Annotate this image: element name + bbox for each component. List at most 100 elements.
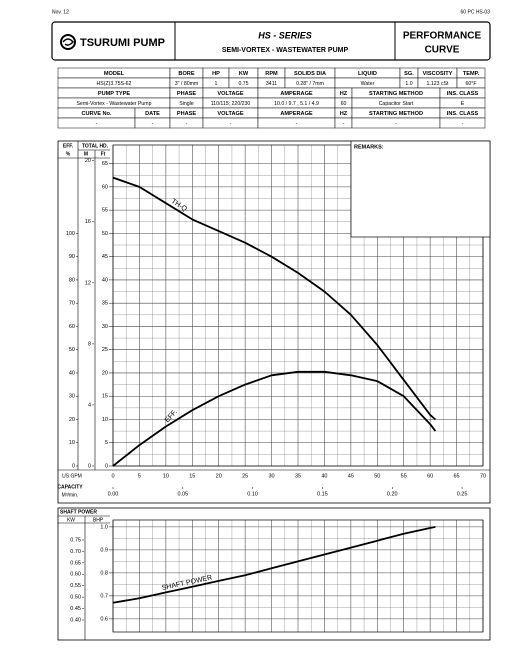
spec-header: INS. CLASS: [447, 91, 479, 97]
spec-value: Semi-Vortex - Wastewater Pump: [76, 101, 151, 107]
y-tick-label: 0.6: [100, 616, 108, 622]
y3-tick-label: 0: [72, 463, 75, 469]
spec-header: VISCOSITY: [423, 71, 453, 77]
spec-header: SG.: [404, 71, 414, 77]
x-tick-label: 55: [401, 473, 407, 479]
spec-value: -: [343, 121, 345, 127]
y2-tick-label: 20: [85, 158, 91, 164]
spec-cell: [439, 117, 486, 129]
y2-tick-label: 4: [88, 402, 91, 408]
spec-value: Water: [361, 81, 375, 87]
x-tick-label: 70: [480, 473, 486, 479]
spec-value: -: [230, 121, 232, 127]
y-tick-label: 10: [102, 417, 108, 423]
spec-value: E: [461, 101, 465, 107]
y2-tick-label: 0.55: [70, 583, 81, 589]
spec-header: BORE: [178, 71, 194, 77]
spec-value: 0.75: [238, 81, 248, 87]
subtitle: SEMI-VORTEX - WASTEWATER PUMP: [222, 47, 349, 54]
eff-unit: %: [66, 151, 71, 157]
y3-tick-label: 80: [69, 277, 75, 283]
y-tick-label: 1.0: [100, 524, 108, 530]
bhp-unit: BHP: [93, 517, 104, 523]
power-title: SHAFT POWER: [60, 509, 97, 515]
y-tick-label: 5: [105, 440, 108, 446]
spec-header: PHASE: [177, 111, 197, 117]
spec-value: 60°F: [465, 81, 476, 87]
ft-unit: Ft: [101, 151, 106, 157]
y2-tick-label: 0.65: [70, 560, 81, 566]
y2-tick-label: 0.50: [70, 595, 81, 601]
y-tick-label: 25: [102, 347, 108, 353]
spec-value: 0.28" / 7mm: [296, 81, 324, 87]
remarks-label: REMARKS:: [354, 144, 384, 150]
spec-header: RPM: [265, 71, 278, 77]
x-tick-label: 25: [242, 473, 248, 479]
plot-frame: [112, 144, 484, 467]
x-tick-label: 10: [163, 473, 169, 479]
spec-header: PUMP TYPE: [98, 91, 130, 97]
spec-value: -: [462, 121, 464, 127]
y-tick-label: 65: [102, 161, 108, 167]
spec-header: AMPERAGE: [280, 91, 313, 97]
y2-tick-label: 0.70: [70, 549, 81, 555]
spec-value: Single: [179, 101, 194, 107]
y-tick-label: 15: [102, 394, 108, 400]
y-tick-label: 0.7: [100, 593, 108, 599]
spec-value: 1.0: [405, 81, 412, 87]
spec-header: HP: [212, 71, 220, 77]
remarks-box: [350, 140, 491, 238]
spec-table: MODEL BORE HP KW RPM SOLIDS DIA LIQUID SG. VISCO…: [57, 67, 486, 129]
spec-header: KW: [239, 71, 249, 77]
y2-tick-label: 12: [85, 280, 91, 286]
date: Nov. 12: [52, 9, 69, 15]
x2-tick-label: 0.20: [387, 491, 398, 497]
series-title: HS - SERIES: [258, 30, 312, 40]
spec-header: DATE: [145, 111, 160, 117]
header-box: [51, 21, 491, 61]
x-tick-label: 40: [321, 473, 327, 479]
x2-unit: M³/min.: [62, 492, 79, 498]
y-tick-label: 50: [102, 231, 108, 237]
doc-title: CURVE: [425, 45, 460, 56]
y3-tick-label: 90: [69, 254, 75, 260]
x-tick-label: 35: [295, 473, 301, 479]
m-unit: M: [84, 151, 88, 157]
curve: [112, 176, 436, 421]
y-tick-label: 35: [102, 301, 108, 307]
y2-tick-label: 0.45: [70, 606, 81, 612]
y-tick-label: 0.8: [100, 570, 108, 576]
logo-swirl: [62, 38, 74, 46]
y-tick-label: 40: [102, 277, 108, 283]
eff-label: EFF.: [63, 143, 74, 149]
x-tick-label: 45: [348, 473, 354, 479]
curve: [112, 526, 436, 604]
spec-value: 3411: [266, 81, 277, 87]
spec-header: HZ: [340, 91, 348, 97]
x-tick-label: 30: [269, 473, 275, 479]
curve-label: EFF.: [164, 409, 179, 424]
y2-tick-label: 0: [88, 463, 91, 469]
logo: [60, 34, 76, 50]
spec-header: VOLTAGE: [217, 91, 243, 97]
curve-box: [57, 140, 491, 504]
y-tick-label: 45: [102, 254, 108, 260]
y2-tick-label: 0.40: [70, 617, 81, 623]
spec-value: 1: [215, 81, 218, 87]
spec-value: -: [395, 121, 397, 127]
spec-value: 3" / 80mm: [175, 81, 198, 87]
x-tick-label: 60: [427, 473, 433, 479]
spec-header: SOLIDS DIA: [294, 71, 326, 77]
spec-header: PHASE: [177, 91, 197, 97]
doc-title: PERFORMANCE: [403, 31, 482, 42]
x2-label: CAPACITY: [57, 484, 83, 490]
spec-header: CURVE No.: [81, 111, 111, 117]
curve: [112, 370, 437, 467]
y3-tick-label: 10: [69, 440, 75, 446]
y-tick-label: 0.9: [100, 547, 108, 553]
spec-header: STARTING METHOD: [369, 91, 423, 97]
plot-frame: [112, 519, 484, 633]
spec-header: HZ: [340, 111, 348, 117]
x2-tick-label: 0.10: [247, 491, 258, 497]
spec-header: STARTING METHOD: [369, 111, 423, 117]
